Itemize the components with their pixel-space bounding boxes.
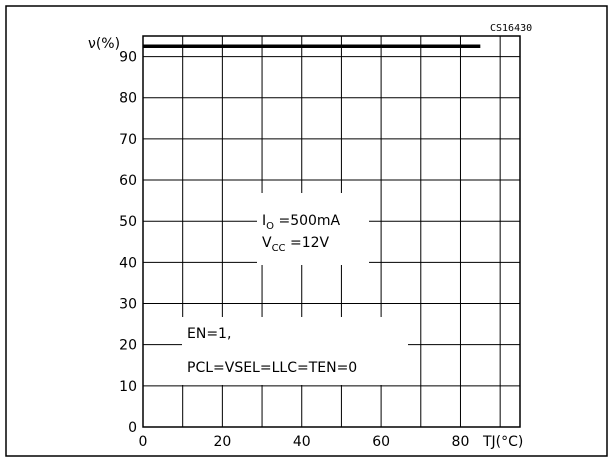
y-tick-labels: 0 10 20 30 40 50 60 70 80 90 [119, 50, 137, 436]
annotation-pcl: PCL=VSEL=LLC=TEN=0 [187, 360, 357, 376]
outer-frame [5, 5, 608, 457]
annotation-box-conditions [257, 193, 369, 265]
x-tick-label: 20 [213, 434, 231, 450]
y-axis-label: ν(%) [88, 36, 120, 52]
x-tick-label: 0 [139, 434, 148, 450]
annotation-vcc: VCC =12V [262, 235, 330, 254]
y-tick-label: 90 [119, 50, 137, 66]
y-tick-label: 20 [119, 338, 137, 354]
y-tick-label: 80 [119, 91, 137, 107]
x-tick-labels: 0 20 40 60 80 [139, 434, 470, 450]
figure-reference: CS16430 [490, 23, 532, 34]
x-tick-label: 80 [452, 434, 470, 450]
y-tick-label: 0 [128, 420, 137, 436]
y-tick-label: 10 [119, 379, 137, 395]
y-tick-label: 60 [119, 173, 137, 189]
y-tick-label: 70 [119, 132, 137, 148]
plot-area-border [142, 35, 521, 428]
y-tick-label: 40 [119, 255, 137, 271]
y-tick-label: 30 [119, 297, 137, 313]
annotation-box-enable [182, 317, 408, 385]
y-tick-label: 50 [119, 214, 137, 230]
x-axis-label: TJ(°C) [482, 434, 523, 450]
annotation-en: EN=1, [187, 326, 231, 342]
x-tick-label: 40 [293, 434, 311, 450]
annotation-io: IO =500mA [262, 213, 341, 232]
x-tick-label: 60 [372, 434, 390, 450]
